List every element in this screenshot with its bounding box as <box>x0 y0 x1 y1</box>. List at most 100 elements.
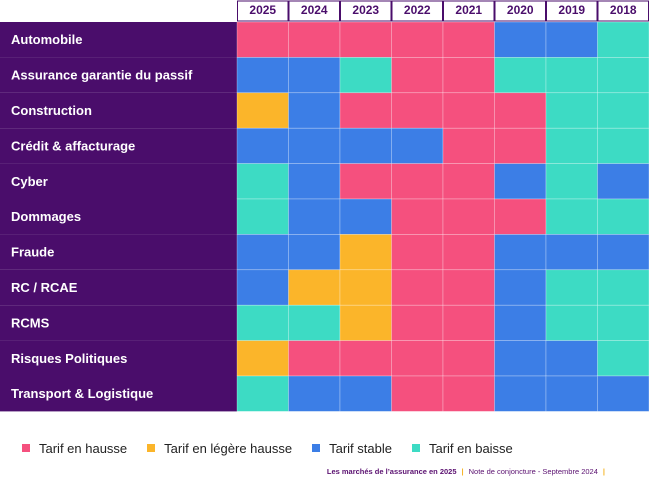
heatmap-cell <box>339 92 392 129</box>
heatmap-cell <box>494 57 547 94</box>
heatmap-cell <box>597 163 650 200</box>
row-label: Automobile <box>11 32 83 47</box>
heatmap-cell <box>236 304 289 341</box>
legend-item: Tarif stable <box>312 441 392 456</box>
heatmap-cell <box>339 21 392 58</box>
row-label: RC / RCAE <box>11 280 78 295</box>
year-header-label: 2023 <box>352 3 379 17</box>
row-label: Transport & Logistique <box>11 386 153 401</box>
heatmap-cell <box>597 21 650 58</box>
year-header-cell <box>597 0 649 22</box>
heatmap-cell <box>494 198 547 235</box>
footer-separator-end: | <box>602 467 605 476</box>
heatmap-cell <box>339 340 392 377</box>
row-label: Crédit & affacturage <box>11 138 135 153</box>
heatmap-cell <box>288 269 341 306</box>
heatmap-cell <box>545 21 598 58</box>
year-header-label: 2024 <box>301 3 328 17</box>
heatmap-cell <box>288 127 341 164</box>
heatmap-cell <box>545 340 598 377</box>
heatmap-cell <box>494 269 547 306</box>
heatmap-cell <box>236 234 289 271</box>
heatmap-cell <box>288 92 341 129</box>
heatmap-cell <box>236 163 289 200</box>
legend-label: Tarif stable <box>329 440 392 456</box>
year-header-cell <box>288 0 340 22</box>
legend-swatch <box>312 444 321 452</box>
legend-label: Tarif en hausse <box>39 440 128 456</box>
year-header-label: 2021 <box>455 3 482 17</box>
heatmap-cell <box>442 198 495 235</box>
legend-swatch <box>22 444 30 452</box>
heatmap-cell <box>391 234 444 271</box>
heatmap-chart: 2025 2024 2023 2022 2021 2020 2019 2018 Automobi… <box>0 0 650 412</box>
year-header-cell <box>237 0 289 22</box>
heatmap-cell <box>339 234 392 271</box>
row-label-cell <box>0 22 237 58</box>
heatmap-cell <box>288 234 341 271</box>
row-label: Fraude <box>11 245 54 260</box>
heatmap-cell <box>597 57 650 94</box>
heatmap-cell <box>597 198 650 235</box>
heatmap-cell <box>597 127 650 164</box>
heatmap-cell <box>391 92 444 129</box>
heatmap-cell <box>391 127 444 164</box>
row-label-cell <box>0 376 237 412</box>
heatmap-cell <box>442 269 495 306</box>
heatmap-cell <box>494 127 547 164</box>
row-label: Cyber <box>11 174 48 189</box>
heatmap-cell <box>442 340 495 377</box>
year-header-label: 2025 <box>249 3 276 17</box>
heatmap-cell <box>339 57 392 94</box>
row-label-cell <box>0 92 237 129</box>
heatmap-cell <box>597 234 650 271</box>
heatmap-cell <box>494 304 547 341</box>
heatmap-cell <box>545 375 598 412</box>
legend-label: Tarif en légère hausse <box>164 440 293 456</box>
footer: Les marchés de l’assurance en 2025 | Note … <box>327 467 610 476</box>
heatmap-cell <box>391 21 444 58</box>
heatmap-cell <box>288 340 341 377</box>
heatmap-cell <box>494 234 547 271</box>
heatmap-cell <box>494 340 547 377</box>
row-label-cell <box>0 163 237 199</box>
year-header-label: 2018 <box>610 3 637 17</box>
legend-label: Tarif en baisse <box>428 440 513 456</box>
heatmap-cell <box>545 127 598 164</box>
heatmap-cell <box>391 269 444 306</box>
heatmap-cell <box>288 304 341 341</box>
year-header-label: 2022 <box>404 3 431 17</box>
row-label: Dommages <box>11 209 81 224</box>
heatmap-cell <box>391 57 444 94</box>
row-label: Assurance garantie du passif <box>11 68 193 83</box>
heatmap-cell <box>236 127 289 164</box>
row-label-cell <box>0 305 237 341</box>
heatmap-cell <box>494 21 547 58</box>
heatmap-cell <box>442 21 495 58</box>
row-label-cell <box>0 128 237 164</box>
heatmap-cell <box>597 304 650 341</box>
heatmap-cell <box>545 234 598 271</box>
heatmap-cell <box>288 57 341 94</box>
heatmap-cell <box>494 92 547 129</box>
heatmap-cell <box>545 198 598 235</box>
heatmap-cell <box>236 21 289 58</box>
heatmap-cell <box>494 163 547 200</box>
heatmap-cell <box>545 57 598 94</box>
heatmap-cell <box>391 198 444 235</box>
heatmap-cell <box>545 304 598 341</box>
heatmap-cell <box>442 375 495 412</box>
heatmap-cell <box>339 269 392 306</box>
heatmap-cell <box>339 163 392 200</box>
footer-separator: | <box>461 467 464 476</box>
heatmap-cell <box>442 92 495 129</box>
legend: Tarif en hausse Tarif en légère hausse Tar… <box>22 438 533 458</box>
heatmap-cell <box>236 375 289 412</box>
heatmap-cell <box>391 375 444 412</box>
heatmap-cell <box>339 375 392 412</box>
heatmap-cell <box>236 92 289 129</box>
year-header-label: 2020 <box>507 3 534 17</box>
year-header-cell <box>546 0 598 22</box>
row-label-cell <box>0 199 237 235</box>
legend-item: Tarif en légère hausse <box>147 441 292 456</box>
